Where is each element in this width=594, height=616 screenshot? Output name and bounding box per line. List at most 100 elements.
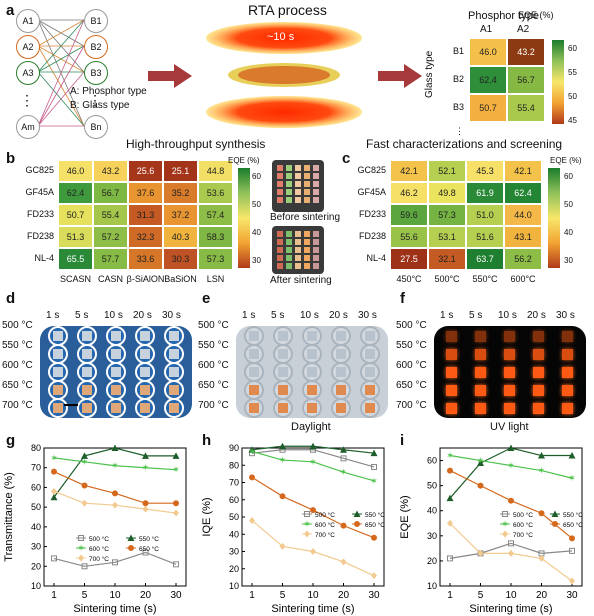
data-point <box>81 563 88 570</box>
node-b: ⋮ <box>84 89 106 111</box>
sample-chip <box>111 367 121 377</box>
heatmap-cell: 44.8 <box>198 160 233 182</box>
sample-chip <box>365 403 375 413</box>
temp-label: 650 °C <box>396 380 427 391</box>
data-point: ✶ <box>446 451 454 461</box>
panel-a-network <box>37 19 85 127</box>
panel-g-label: g <box>6 432 16 449</box>
mini-row-label: B3 <box>452 102 464 112</box>
series: ✶ ✶ ✶ ✶ ✶ <box>50 453 180 475</box>
data-point <box>112 501 118 509</box>
y-tick-label: 90 <box>229 443 239 453</box>
colorbar-tick: 60 <box>252 172 261 181</box>
sample-square <box>277 239 283 245</box>
sample-chip <box>307 385 317 395</box>
node-b: B2 <box>84 35 108 59</box>
data-point <box>551 510 559 517</box>
sample-chip <box>82 331 92 341</box>
legend-b: B: Glass type <box>70 100 130 111</box>
time-label: 5 s <box>75 310 89 321</box>
sample-square <box>304 255 310 261</box>
legend-a: A: Phosphor type <box>70 86 147 97</box>
data-point <box>142 500 149 507</box>
data-point <box>569 577 575 585</box>
glowing-sample <box>475 385 486 396</box>
glowing-sample <box>562 367 573 378</box>
sample-square <box>286 189 292 195</box>
sample-square <box>286 255 292 261</box>
data-point <box>112 559 118 566</box>
time-label: 1 s <box>46 310 60 321</box>
panel-b-heatmap: 46.0 43.2 25.6 25.1 44.8 62.4 56.7 37.6 35.2 53.6… <box>58 160 233 270</box>
b-cbar-title: EQE (%) <box>228 156 260 165</box>
y-tick-label: 30 <box>229 547 239 557</box>
mini-side-title: Glass type <box>424 50 435 98</box>
mini-cbar-tick: 60 <box>568 44 577 53</box>
heatmap-cell: 51.0 <box>466 204 504 226</box>
data-point: ✶ <box>309 457 317 467</box>
data-point <box>477 549 484 557</box>
mini-cell: 56.7 <box>507 66 545 94</box>
sample-square <box>286 173 292 179</box>
data-point <box>172 452 180 459</box>
heatmap-cell: 43.1 <box>504 226 542 248</box>
series <box>248 442 378 457</box>
sample-square <box>295 263 301 269</box>
sample-chip <box>365 331 375 341</box>
glowing-sample <box>562 385 573 396</box>
data-point <box>78 535 84 541</box>
series: ✶ ✶ ✶ ✶ ✶ <box>248 446 378 485</box>
sample-square <box>313 189 319 195</box>
sample-chip <box>82 367 92 377</box>
heatmap-cell: 52.1 <box>428 160 466 182</box>
sample-square <box>277 255 283 261</box>
data-point <box>447 555 453 562</box>
heatmap-cell: 57.7 <box>93 248 128 270</box>
sample-chip <box>82 385 92 395</box>
sample-square <box>286 165 292 171</box>
glowing-sample <box>533 403 544 414</box>
data-point: ✶ <box>501 519 509 529</box>
data-point <box>447 467 453 474</box>
node-a: Am <box>16 115 40 139</box>
x-tick-label: 10 <box>505 590 517 601</box>
data-point <box>78 554 84 562</box>
sample-square <box>295 231 301 237</box>
heatmap-cell: 51.6 <box>466 226 504 248</box>
legend-label: 650 °C <box>563 521 583 529</box>
glowing-sample <box>446 367 457 378</box>
temp-label: 500 °C <box>198 320 229 331</box>
heatmap-cell: 55.6 <box>390 226 428 248</box>
y-tick-label: 40 <box>427 506 437 516</box>
x-tick-label: 20 <box>536 590 548 601</box>
data-point <box>502 530 508 538</box>
data-point <box>568 452 576 459</box>
sample-square <box>295 181 301 187</box>
mini-row-label: B2 <box>452 74 464 84</box>
temp-label: 700 °C <box>2 400 33 411</box>
heatmap-col-label: 450°C <box>396 274 422 284</box>
sample-chip <box>169 367 179 377</box>
caption-right: Fast characterizations and screening <box>366 137 563 151</box>
node-a: A3 <box>16 61 40 85</box>
glowing-sample <box>533 385 544 396</box>
sample-square <box>313 173 319 179</box>
heatmap-cell: 57.2 <box>93 226 128 248</box>
data-point <box>569 535 575 542</box>
sample-chip <box>140 403 150 413</box>
heatmap-cell: 56.2 <box>504 248 542 270</box>
heatmap-cell: 61.9 <box>466 182 504 204</box>
legend-label: 500 °C <box>513 511 533 519</box>
series <box>50 444 180 501</box>
y-tick-label: 20 <box>229 564 239 574</box>
x-tick-label: 20 <box>338 590 350 601</box>
sample-chip <box>169 385 179 395</box>
data-point: ✶ <box>279 455 287 465</box>
heatmap-cell: 62.4 <box>504 182 542 204</box>
mini-cell: 46.0 <box>469 38 507 66</box>
sample-square <box>313 197 319 203</box>
sample-chip <box>169 331 179 341</box>
data-point <box>507 444 515 451</box>
heatmap-cell: 25.1 <box>163 160 198 182</box>
legend-label: 500 °C <box>315 511 335 519</box>
